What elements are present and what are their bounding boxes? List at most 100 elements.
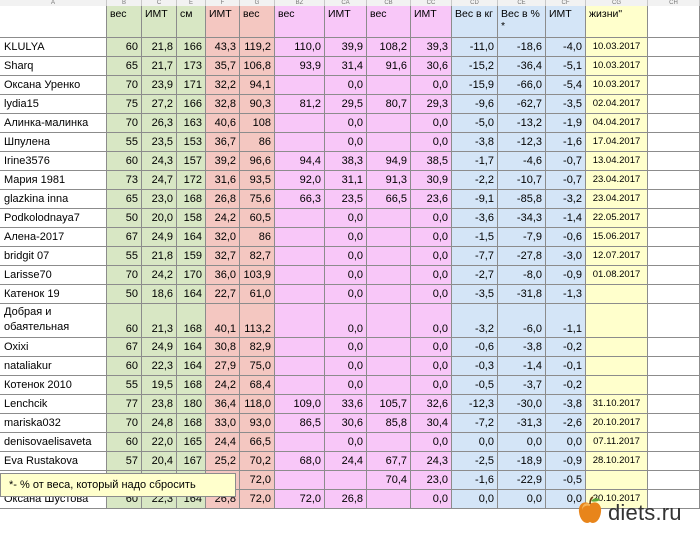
table-cell[interactable]: 70: [107, 414, 142, 433]
table-cell[interactable]: 24,9: [142, 228, 177, 247]
table-cell[interactable]: -36,4: [498, 57, 546, 76]
table-cell[interactable]: 24,3: [411, 452, 452, 471]
table-cell[interactable]: 32,2: [206, 76, 240, 95]
empty-cell[interactable]: [648, 133, 700, 152]
table-cell[interactable]: 0,0: [325, 304, 367, 338]
table-cell[interactable]: 91,6: [367, 57, 411, 76]
table-cell[interactable]: -31,8: [498, 285, 546, 304]
table-cell[interactable]: 65: [107, 57, 142, 76]
table-cell[interactable]: -0,6: [546, 228, 586, 247]
table-cell[interactable]: -3,8: [546, 395, 586, 414]
table-cell[interactable]: 22,7: [206, 285, 240, 304]
participant-name[interactable]: KLULYA: [0, 38, 107, 57]
date-cell[interactable]: 23.04.2017: [586, 190, 648, 209]
table-cell[interactable]: 38,3: [325, 152, 367, 171]
column-letter[interactable]: CD: [452, 0, 498, 6]
table-cell[interactable]: -22,9: [498, 471, 546, 490]
date-cell[interactable]: 23.04.2017: [586, 171, 648, 190]
table-cell[interactable]: 39,2: [206, 152, 240, 171]
table-cell[interactable]: [367, 338, 411, 357]
table-cell[interactable]: [367, 76, 411, 95]
table-cell[interactable]: 30,4: [411, 414, 452, 433]
empty-cell[interactable]: [648, 471, 700, 490]
column-letter[interactable]: G: [240, 0, 275, 6]
table-cell[interactable]: [275, 433, 325, 452]
date-cell[interactable]: [586, 338, 648, 357]
empty-cell[interactable]: [648, 395, 700, 414]
table-cell[interactable]: 24,4: [325, 452, 367, 471]
participant-name[interactable]: Oxixi: [0, 338, 107, 357]
table-cell[interactable]: 0,0: [325, 133, 367, 152]
table-cell[interactable]: 55: [107, 247, 142, 266]
table-cell[interactable]: 21,8: [142, 247, 177, 266]
participant-name[interactable]: Добрая и обаятельная: [0, 304, 107, 338]
table-cell[interactable]: 165: [177, 433, 206, 452]
table-cell[interactable]: 70,2: [240, 452, 275, 471]
empty-cell[interactable]: [648, 433, 700, 452]
participant-name[interactable]: glazkina inna: [0, 190, 107, 209]
table-cell[interactable]: 23,5: [325, 190, 367, 209]
table-cell[interactable]: 0,0: [411, 209, 452, 228]
table-cell[interactable]: 60,5: [240, 209, 275, 228]
date-cell[interactable]: 01.08.2017: [586, 266, 648, 285]
table-cell[interactable]: 163: [177, 114, 206, 133]
table-cell[interactable]: -9,6: [452, 95, 498, 114]
table-cell[interactable]: -0,1: [546, 357, 586, 376]
column-header[interactable]: вес: [275, 6, 325, 38]
table-cell[interactable]: 153: [177, 133, 206, 152]
table-cell[interactable]: 23,8: [142, 395, 177, 414]
table-cell[interactable]: 0,0: [498, 433, 546, 452]
table-cell[interactable]: 86: [240, 228, 275, 247]
date-cell[interactable]: 17.04.2017: [586, 133, 648, 152]
table-cell[interactable]: 96,6: [240, 152, 275, 171]
table-cell[interactable]: 0,0: [325, 433, 367, 452]
date-cell[interactable]: 10.03.2017: [586, 38, 648, 57]
table-cell[interactable]: 24,3: [142, 152, 177, 171]
table-cell[interactable]: [275, 338, 325, 357]
table-cell[interactable]: 31,4: [325, 57, 367, 76]
table-cell[interactable]: 0,0: [411, 376, 452, 395]
table-cell[interactable]: -11,0: [452, 38, 498, 57]
table-cell[interactable]: -62,7: [498, 95, 546, 114]
table-cell[interactable]: 23,5: [142, 133, 177, 152]
empty-cell[interactable]: [648, 357, 700, 376]
table-cell[interactable]: 82,9: [240, 338, 275, 357]
table-cell[interactable]: 61,0: [240, 285, 275, 304]
table-cell[interactable]: [275, 133, 325, 152]
date-cell[interactable]: 15.06.2017: [586, 228, 648, 247]
table-cell[interactable]: 75,6: [240, 190, 275, 209]
empty-cell[interactable]: [648, 95, 700, 114]
table-cell[interactable]: 50: [107, 209, 142, 228]
table-cell[interactable]: 67,7: [367, 452, 411, 471]
table-cell[interactable]: 32,8: [206, 95, 240, 114]
empty-cell[interactable]: [648, 190, 700, 209]
table-cell[interactable]: -8,0: [498, 266, 546, 285]
table-cell[interactable]: 0,0: [411, 357, 452, 376]
table-cell[interactable]: -3,2: [452, 304, 498, 338]
table-cell[interactable]: 24,2: [206, 209, 240, 228]
column-letter[interactable]: C: [142, 0, 177, 6]
empty-cell[interactable]: [648, 152, 700, 171]
table-cell[interactable]: -27,8: [498, 247, 546, 266]
table-cell[interactable]: 26,8: [325, 490, 367, 509]
table-cell[interactable]: 170: [177, 266, 206, 285]
table-cell[interactable]: 23,6: [411, 190, 452, 209]
table-cell[interactable]: 70: [107, 114, 142, 133]
table-cell[interactable]: 172: [177, 171, 206, 190]
column-header[interactable]: вес: [240, 6, 275, 38]
column-header[interactable]: ИМТ: [411, 6, 452, 38]
table-cell[interactable]: [367, 357, 411, 376]
table-cell[interactable]: 0,0: [411, 304, 452, 338]
table-cell[interactable]: -18,9: [498, 452, 546, 471]
participant-name[interactable]: Оксана Уренко: [0, 76, 107, 95]
table-cell[interactable]: 164: [177, 228, 206, 247]
table-cell[interactable]: [275, 304, 325, 338]
table-cell[interactable]: 24,2: [142, 266, 177, 285]
table-cell[interactable]: 20,4: [142, 452, 177, 471]
table-cell[interactable]: 21,7: [142, 57, 177, 76]
table-cell[interactable]: 0,0: [411, 114, 452, 133]
table-cell[interactable]: 30,9: [411, 171, 452, 190]
table-cell[interactable]: 70: [107, 76, 142, 95]
table-cell[interactable]: 40,6: [206, 114, 240, 133]
table-cell[interactable]: 0,0: [411, 338, 452, 357]
